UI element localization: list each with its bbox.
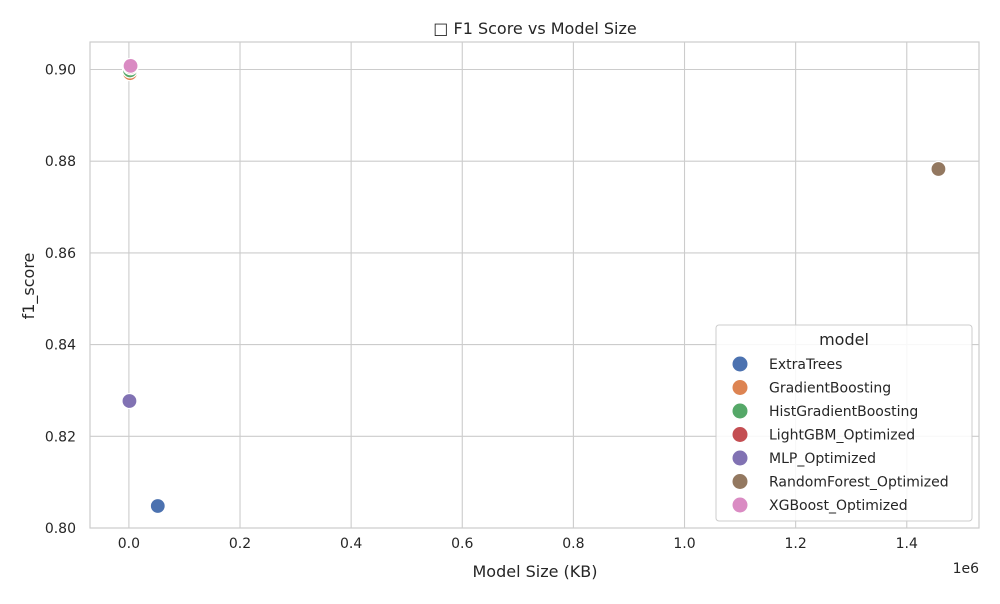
- legend-marker: [732, 356, 748, 372]
- y-tick-label: 0.90: [45, 63, 76, 79]
- y-tick-label: 0.82: [45, 429, 76, 445]
- legend-marker: [732, 380, 748, 395]
- legend-label: ExtraTrees: [769, 357, 842, 373]
- legend-label: GradientBoosting: [769, 381, 891, 397]
- chart-title: □ F1 Score vs Model Size: [433, 19, 636, 38]
- legend-marker: [732, 450, 748, 466]
- legend-marker: [732, 497, 748, 513]
- legend-label: LightGBM_Optimized: [769, 428, 915, 444]
- legend-items: ExtraTrees GradientBoosting HistGradientBo…: [732, 356, 949, 514]
- legend-marker: [732, 474, 748, 489]
- x-tick-label: 1.0: [673, 536, 695, 552]
- legend-title: model: [819, 330, 869, 349]
- legend-marker: [732, 427, 748, 442]
- data-point-mlp-optimized: [121, 392, 138, 410]
- x-tick-label: 1.4: [896, 536, 918, 552]
- data-point-xgboost-optimized: [122, 57, 139, 74]
- x-tick-label: 0.2: [229, 536, 251, 552]
- plot-frame: [89, 41, 980, 529]
- x-tick-label: 0.6: [451, 536, 473, 552]
- legend-marker: [732, 403, 748, 419]
- legend-box: [715, 324, 973, 522]
- legend: model ExtraTrees GradientBoosting HistGrad…: [715, 324, 973, 522]
- x-axis-label: Model Size (KB): [472, 562, 597, 581]
- data-point-randomforest-optimized: [930, 160, 947, 178]
- x-tick-label: 1.2: [785, 536, 807, 552]
- axis-ticks: 0.0 0.2 0.4 0.6 0.8 1.0 1.2 1.4 0.80 0.82 0.84 0.86…: [45, 63, 918, 552]
- legend-label: RandomForest_Optimized: [769, 475, 949, 491]
- data-point-extratrees: [149, 497, 166, 515]
- x-tick-label: 0.4: [340, 536, 362, 552]
- x-tick-label: 0.0: [118, 536, 140, 552]
- y-axis-label: f1_score: [19, 253, 39, 320]
- legend-label: MLP_Optimized: [769, 451, 876, 467]
- legend-label: XGBoost_Optimized: [769, 498, 908, 514]
- legend-label: HistGradientBoosting: [769, 404, 918, 420]
- x-tick-label: 0.8: [562, 536, 584, 552]
- y-tick-label: 0.84: [45, 338, 76, 354]
- y-tick-label: 0.80: [45, 521, 76, 537]
- y-tick-label: 0.88: [45, 154, 76, 170]
- data-points: [121, 57, 947, 515]
- y-tick-label: 0.86: [45, 246, 76, 262]
- x-axis-offset-label: 1e6: [953, 561, 980, 577]
